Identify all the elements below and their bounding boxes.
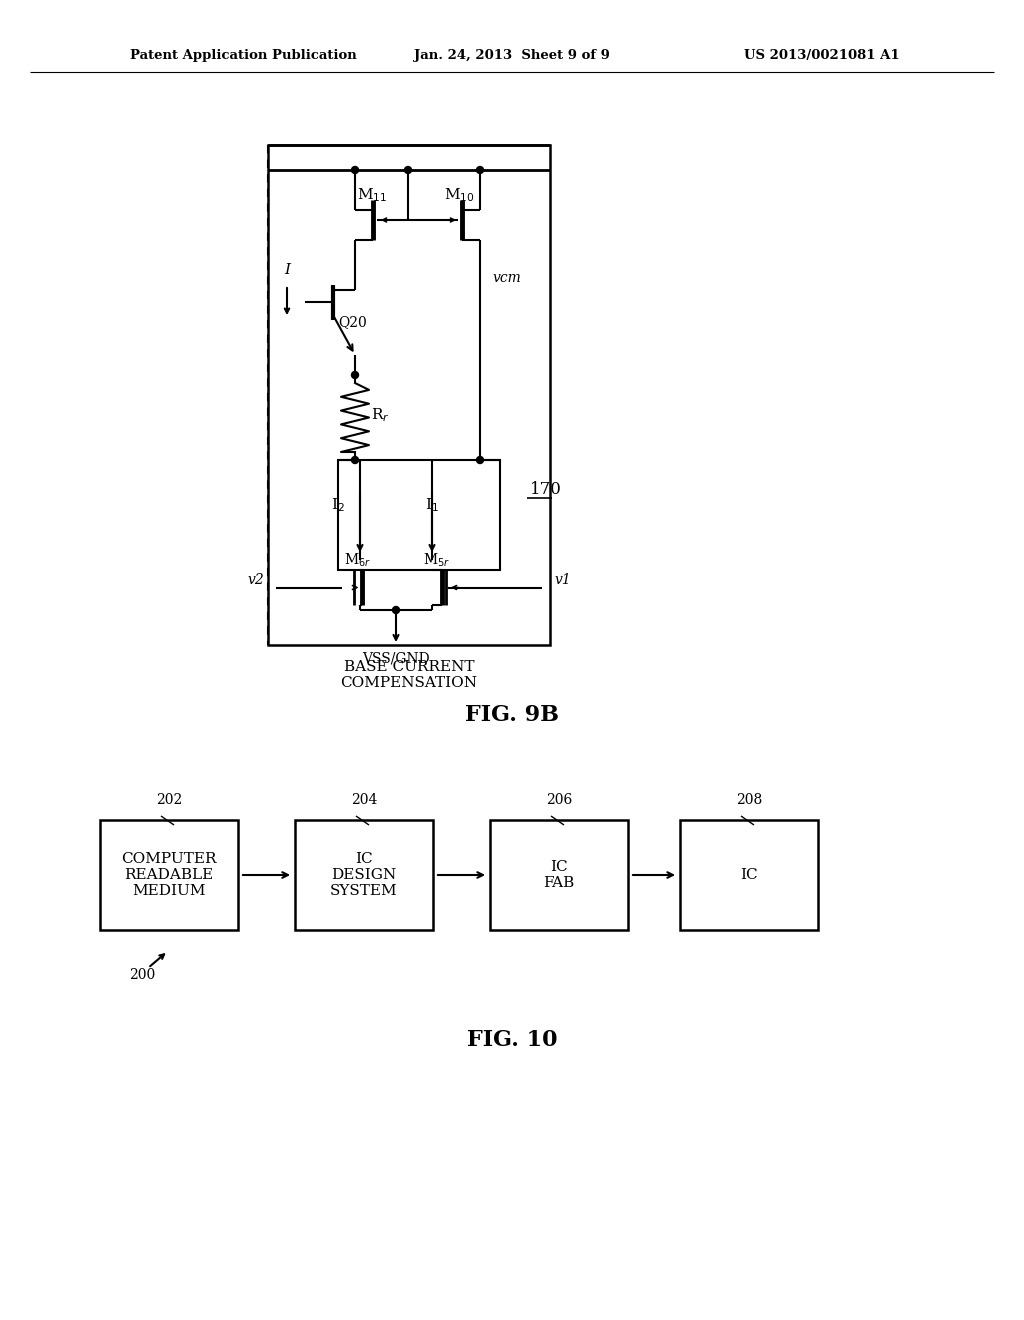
Circle shape — [476, 166, 483, 173]
Text: v2: v2 — [247, 573, 264, 586]
Text: 200: 200 — [129, 968, 155, 982]
Text: v1: v1 — [554, 573, 570, 586]
Text: FIG. 10: FIG. 10 — [467, 1030, 557, 1051]
Bar — [268, 145, 550, 645]
Text: COMPUTER
READABLE
MEDIUM: COMPUTER READABLE MEDIUM — [121, 851, 217, 898]
Text: 208: 208 — [736, 793, 762, 807]
Text: R$_r$: R$_r$ — [371, 407, 389, 424]
Bar — [100, 820, 238, 931]
Text: US 2013/0021081 A1: US 2013/0021081 A1 — [744, 49, 900, 62]
Bar — [680, 820, 818, 931]
Text: 206: 206 — [546, 793, 572, 807]
Circle shape — [476, 457, 483, 463]
Text: FIG. 9B: FIG. 9B — [465, 704, 559, 726]
Circle shape — [351, 371, 358, 379]
Text: IC
DESIGN
SYSTEM: IC DESIGN SYSTEM — [330, 851, 397, 898]
Circle shape — [351, 457, 358, 463]
Text: Q20: Q20 — [338, 315, 367, 329]
Text: IC
FAB: IC FAB — [544, 859, 574, 890]
Bar — [295, 820, 433, 931]
Text: Patent Application Publication: Patent Application Publication — [130, 49, 356, 62]
Circle shape — [392, 606, 399, 614]
Text: VSS/GND: VSS/GND — [362, 651, 430, 665]
Circle shape — [404, 166, 412, 173]
Circle shape — [351, 166, 358, 173]
Text: M$_{10}$: M$_{10}$ — [444, 186, 475, 203]
Text: IC: IC — [740, 869, 758, 882]
Text: I$_1$: I$_1$ — [425, 496, 439, 513]
Text: BASE CURRENT
COMPENSATION: BASE CURRENT COMPENSATION — [341, 660, 477, 690]
Text: M$_{11}$: M$_{11}$ — [357, 186, 387, 203]
Text: 170: 170 — [530, 482, 562, 499]
Text: M$_{5r}$: M$_{5r}$ — [424, 552, 451, 569]
Text: 204: 204 — [351, 793, 377, 807]
Text: I: I — [284, 263, 290, 277]
Bar — [490, 820, 628, 931]
Text: Jan. 24, 2013  Sheet 9 of 9: Jan. 24, 2013 Sheet 9 of 9 — [414, 49, 610, 62]
Bar — [338, 459, 500, 570]
Text: vcm: vcm — [492, 271, 521, 285]
Text: M$_{6r}$: M$_{6r}$ — [344, 552, 372, 569]
Text: I$_2$: I$_2$ — [331, 496, 345, 513]
Text: 202: 202 — [156, 793, 182, 807]
